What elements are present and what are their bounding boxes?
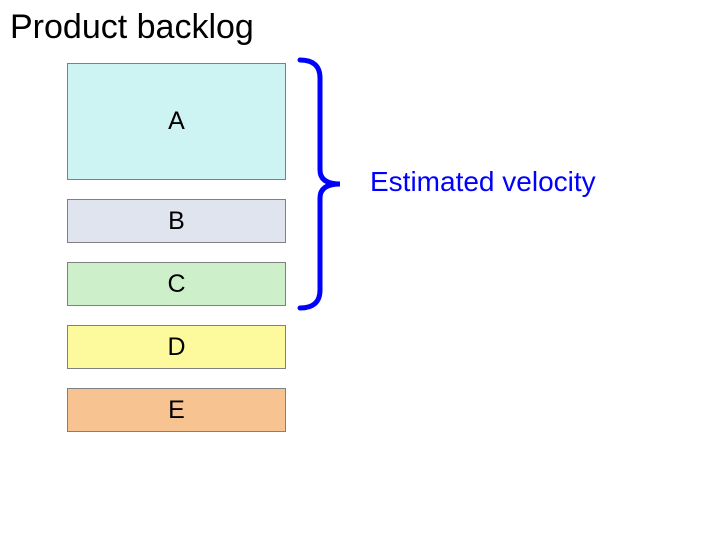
- backlog-item-c: C: [67, 262, 286, 306]
- backlog-item-label: D: [167, 333, 185, 362]
- velocity-brace: [298, 60, 342, 308]
- backlog-item-b: B: [67, 199, 286, 243]
- backlog-item-d: D: [67, 325, 286, 369]
- page-title: Product backlog: [10, 8, 254, 47]
- backlog-item-label: E: [168, 396, 185, 425]
- backlog-item-e: E: [67, 388, 286, 432]
- backlog-item-label: C: [167, 270, 185, 299]
- velocity-label: Estimated velocity: [370, 166, 596, 198]
- backlog-item-a: A: [67, 63, 286, 180]
- backlog-item-label: A: [168, 107, 185, 136]
- backlog-item-label: B: [168, 207, 185, 236]
